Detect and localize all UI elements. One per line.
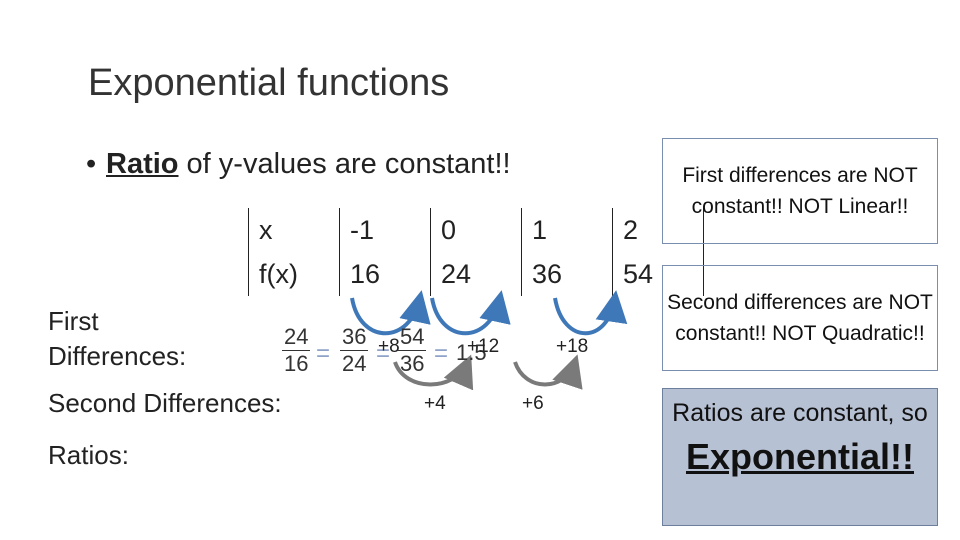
- fx-value: 16: [339, 252, 431, 296]
- values-table: x -1 0 1 2 f(x) 16 24 36 54: [248, 208, 704, 296]
- equals-sign: =: [376, 340, 391, 367]
- bullet-icon: •: [86, 148, 97, 180]
- second-diff-arrow: [393, 354, 474, 391]
- fx-row: f(x) 16 24 36 54: [248, 252, 704, 296]
- bullet-text: of y-values are constant!!: [178, 148, 511, 180]
- conclusion-word: Exponential!!: [685, 435, 914, 477]
- first-diff-arrow: [553, 290, 628, 336]
- second-differences-label: Second Differences:: [48, 388, 282, 418]
- bullet-point: • Ratio of y-values are constant!!: [86, 148, 511, 181]
- slide-title: Exponential functions: [88, 62, 450, 104]
- ratio-result: 1.5: [456, 340, 487, 365]
- x-value: 1: [521, 208, 613, 252]
- x-value: 0: [430, 208, 522, 252]
- first-difference-value: +8: [378, 336, 400, 357]
- fx-value: 24: [430, 252, 522, 296]
- ratio-fraction: 54 36: [398, 324, 427, 376]
- fx-value: 36: [521, 252, 613, 296]
- ratios-label: Ratios:: [48, 440, 129, 470]
- bullet-bold-word: Ratio: [106, 148, 179, 180]
- second-differences-callout: Second differences are NOT constant!! NO…: [662, 265, 938, 371]
- x-value: 2: [612, 208, 704, 252]
- x-label: x: [248, 208, 340, 252]
- conclusion-text: Ratios are constant, so: [672, 399, 928, 427]
- first-diff-arrow: [430, 290, 511, 336]
- fx-label: f(x): [248, 252, 340, 296]
- first-diff-arrow: [350, 290, 431, 336]
- ratio-fraction: 36 24: [340, 324, 369, 376]
- conclusion-callout: Ratios are constant, so Exponential!!: [662, 388, 938, 526]
- first-difference-value: +12: [467, 336, 500, 357]
- x-row: x -1 0 1 2: [248, 208, 704, 252]
- fx-value: 54: [612, 252, 704, 296]
- first-difference-value: +18: [556, 336, 589, 357]
- second-difference-value: +6: [522, 393, 544, 414]
- second-difference-value: +4: [424, 393, 446, 414]
- first-differences-callout: First differences are NOT constant!! NOT…: [662, 138, 938, 244]
- first-differences-label: First Differences:: [48, 306, 187, 371]
- x-value: -1: [339, 208, 431, 252]
- equals-sign: =: [434, 340, 449, 367]
- equals-sign: =: [316, 340, 331, 367]
- second-diff-arrow: [513, 354, 583, 390]
- ratio-fraction: 24 16: [282, 324, 311, 376]
